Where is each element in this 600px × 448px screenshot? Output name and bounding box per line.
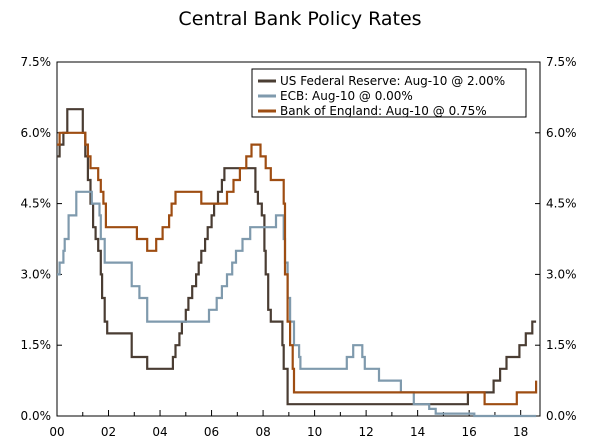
- legend: US Federal Reserve: Aug-10 @ 2.00%ECB: A…: [251, 68, 527, 118]
- y-tick-label-right: 6.0%: [546, 126, 577, 140]
- y-tick-label-left: 6.0%: [21, 126, 52, 140]
- y-axis-ticks: 0.0% 0.0% 1.5% 1.5% 3.0% 3.0% 4.5% 4.5% 6.0% 6.0%…: [21, 55, 577, 423]
- series-line-2: [57, 190, 537, 418]
- x-tick-label: 16: [462, 425, 477, 439]
- legend-label-2: ECB: Aug-10 @ 0.00%: [280, 89, 413, 103]
- x-tick-label: 00: [49, 425, 64, 439]
- series-line-3: [57, 131, 538, 406]
- x-tick-label: 06: [204, 425, 219, 439]
- legend-label-3: Bank of England: Aug-10 @ 0.75%: [280, 104, 487, 118]
- x-tick-label: 02: [101, 425, 116, 439]
- y-tick-label-left: 1.5%: [21, 338, 52, 352]
- y-tick-label-left: 3.0%: [21, 267, 52, 281]
- y-tick-label-right: 1.5%: [546, 338, 577, 352]
- x-tick-label: 08: [255, 425, 270, 439]
- y-tick-label-left: 4.5%: [21, 197, 52, 211]
- x-tick-label: 10: [307, 425, 322, 439]
- legend-box: [251, 68, 527, 118]
- legend-label-1: US Federal Reserve: Aug-10 @ 2.00%: [280, 74, 505, 88]
- y-tick-label-right: 3.0%: [546, 267, 577, 281]
- x-tick-label: 04: [152, 425, 167, 439]
- y-tick-label-left: 0.0%: [21, 409, 52, 423]
- series-lines: [57, 108, 538, 418]
- plot-frame: [56, 61, 541, 417]
- y-tick-label-right: 4.5%: [546, 197, 577, 211]
- x-tick-label: 18: [513, 425, 528, 439]
- x-tick-label: 14: [410, 425, 425, 439]
- x-axis-ticks: 00 02 04 06 08 10 12 14 16 18: [49, 410, 528, 439]
- x-tick-label: 12: [358, 425, 373, 439]
- series-line-1: [57, 108, 537, 406]
- chart-title: Central Bank Policy Rates: [178, 8, 422, 30]
- y-tick-label-right: 0.0%: [546, 409, 577, 423]
- y-tick-label-left: 7.5%: [21, 55, 52, 69]
- y-tick-label-right: 7.5%: [546, 55, 577, 69]
